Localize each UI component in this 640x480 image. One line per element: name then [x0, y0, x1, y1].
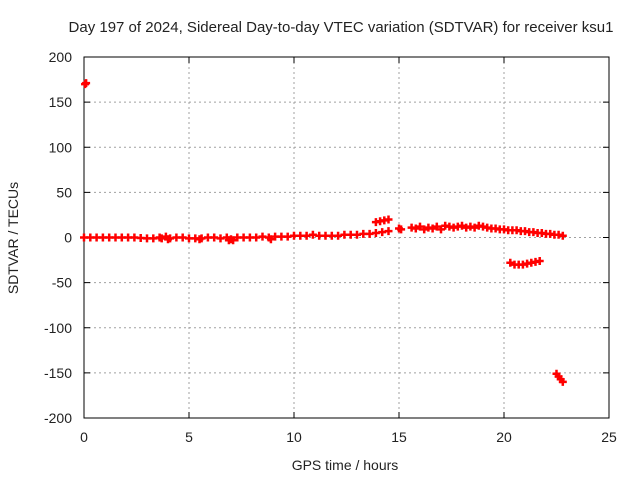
- chart-title: Day 197 of 2024, Sidereal Day-to-day VTE…: [69, 19, 614, 36]
- y-tick-label: -150: [44, 365, 72, 381]
- y-tick-label: 200: [49, 49, 73, 65]
- data-point: [458, 221, 466, 230]
- y-tick-label: -50: [52, 275, 72, 291]
- data-point: [428, 224, 437, 233]
- x-tick-label: 0: [80, 429, 88, 445]
- data-point: [432, 222, 441, 231]
- y-tick-label: -200: [44, 410, 72, 426]
- data-point: [384, 227, 393, 236]
- x-tick-label: 15: [391, 429, 407, 445]
- data-point: [470, 223, 479, 232]
- data-point: [266, 235, 275, 244]
- data-point: [164, 235, 172, 244]
- x-tick-label: 20: [496, 429, 512, 445]
- data-point: [82, 79, 91, 88]
- data-point: [416, 222, 424, 231]
- data-point: [535, 256, 544, 265]
- y-tick-label: 150: [49, 94, 73, 110]
- data-point: [411, 224, 420, 233]
- x-tick-label: 25: [601, 429, 617, 445]
- y-tick-label: 0: [64, 230, 72, 246]
- x-tick-label: 10: [286, 429, 302, 445]
- y-tick-label: 100: [49, 139, 73, 155]
- y-tick-label: 50: [56, 184, 72, 200]
- data-series: [80, 79, 567, 386]
- x-axis-label: GPS time / hours: [292, 457, 399, 473]
- data-point: [397, 225, 406, 234]
- data-point: [437, 225, 445, 234]
- x-tick-label: 5: [185, 429, 193, 445]
- y-tick-label: -100: [44, 320, 72, 336]
- data-point: [195, 235, 204, 244]
- data-point: [558, 231, 567, 240]
- data-point: [420, 225, 429, 234]
- y-axis-label: SDTVAR / TECUs: [5, 182, 21, 294]
- data-point: [506, 258, 515, 267]
- data-point: [558, 377, 567, 386]
- axis-ticks: 0 5 10 15 20 25 200 150 100 50 0 -50 -100 -150 -200: [44, 49, 617, 445]
- data-point: [229, 236, 238, 245]
- data-point: [384, 215, 393, 224]
